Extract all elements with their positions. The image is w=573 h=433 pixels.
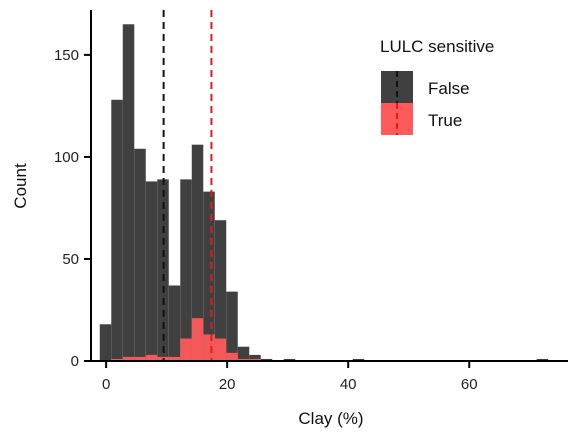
bar-false-4	[145, 181, 158, 361]
y-axis-ticks: 0 50 100 150	[54, 47, 91, 370]
mean-reference-lines	[162, 10, 213, 361]
axes	[90, 10, 568, 362]
bar-false-9	[203, 191, 215, 361]
bar-true-7	[180, 338, 192, 361]
histogram-bars	[99, 24, 549, 362]
x-axis-ticks: 0 20 40 60	[102, 361, 478, 393]
legend-label-false: False	[428, 79, 470, 98]
bar-false-0	[99, 324, 112, 361]
y-tick-label: 0	[71, 353, 79, 370]
legend-item-true: True	[381, 103, 462, 135]
x-tick-label: 40	[340, 376, 357, 393]
bar-false-2	[122, 24, 135, 362]
bar-true-6	[168, 356, 181, 361]
x-tick-label: 0	[102, 376, 110, 393]
bar-false-38	[536, 358, 549, 361]
bar-false-8	[191, 144, 204, 361]
legend-label-true: True	[428, 111, 462, 130]
x-tick-label: 60	[461, 376, 478, 393]
legend-item-false: False	[381, 71, 470, 103]
bar-false-3	[134, 148, 146, 361]
legend-title: LULC sensitive	[380, 37, 494, 56]
y-tick-label: 100	[54, 149, 79, 166]
y-tick-label: 150	[54, 47, 79, 64]
bar-false-7	[180, 179, 192, 361]
bar-false-12	[237, 346, 250, 361]
bar-true-1	[111, 358, 123, 361]
bar-false-16	[283, 358, 296, 361]
bar-true-2	[122, 356, 135, 361]
y-tick-label: 50	[62, 251, 79, 268]
bar-false-22	[352, 358, 365, 361]
bar-false-5	[157, 179, 169, 361]
bar-false-10	[214, 220, 227, 361]
bar-false-6	[168, 285, 181, 361]
bar-true-9	[203, 334, 215, 361]
bar-false-13	[249, 354, 261, 361]
legend: LULC sensitive False True	[380, 37, 494, 135]
bar-true-8	[191, 318, 204, 361]
bar-true-11	[226, 352, 238, 361]
bar-true-13	[249, 358, 261, 361]
bar-false-1	[111, 99, 123, 361]
bar-true-4	[145, 354, 158, 361]
series-false	[99, 24, 549, 362]
bar-true-12	[237, 358, 250, 361]
x-tick-label: 20	[219, 376, 236, 393]
y-axis-title: Count	[11, 163, 30, 209]
x-axis-title: Clay (%)	[298, 409, 363, 428]
bar-false-11	[226, 291, 238, 361]
bar-true-3	[134, 356, 146, 361]
bar-true-10	[214, 338, 227, 361]
bar-false-14	[260, 358, 273, 361]
